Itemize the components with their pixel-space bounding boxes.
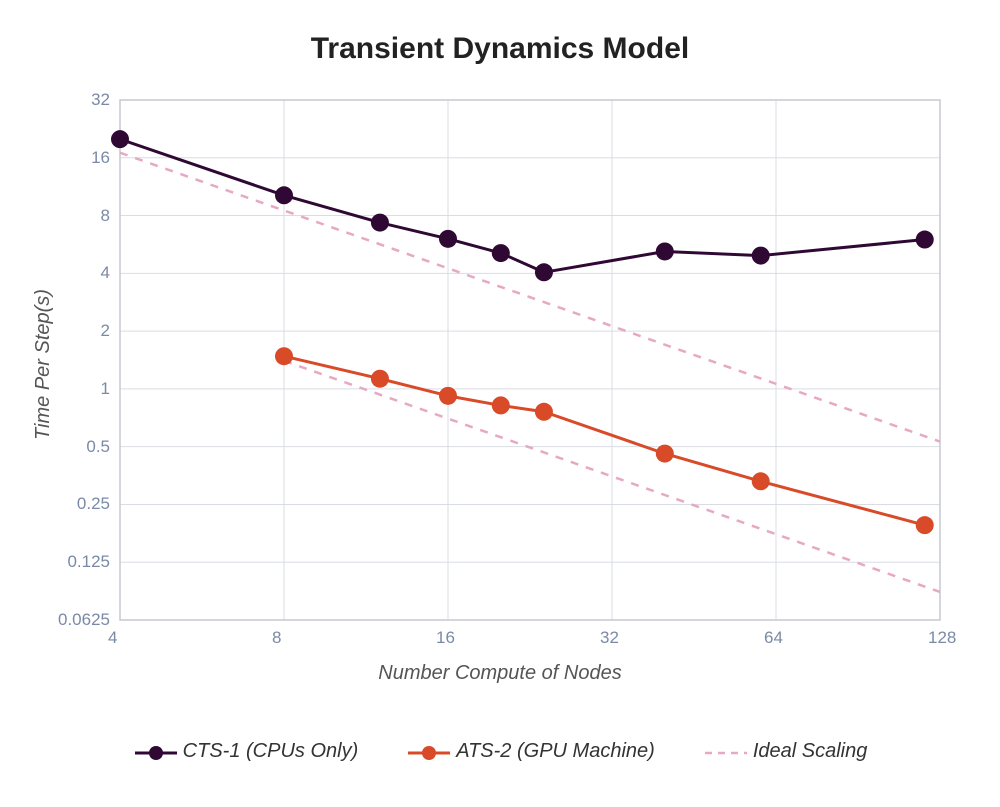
series-cts1-marker — [916, 231, 934, 249]
series-cts1-marker — [656, 242, 674, 260]
grid — [120, 100, 940, 620]
x-tick-label: 4 — [108, 628, 117, 648]
legend-swatch-icon — [703, 742, 747, 762]
legend-item-ideal: Ideal Scaling — [703, 740, 868, 763]
series-ats2-marker — [916, 516, 934, 534]
y-tick-label: 1 — [101, 379, 110, 399]
series-cts1-marker — [371, 214, 389, 232]
y-tick-label: 8 — [101, 206, 110, 226]
series-ats2-marker — [492, 396, 510, 414]
x-tick-label: 16 — [436, 628, 455, 648]
legend-label: CTS-1 (CPUs Only) — [183, 740, 359, 763]
plot-area — [0, 0, 1000, 630]
legend-swatch-icon — [406, 742, 450, 762]
y-tick-label: 2 — [101, 321, 110, 341]
series-ats2-marker — [656, 445, 674, 463]
legend-swatch-icon — [133, 742, 177, 762]
x-tick-label: 64 — [764, 628, 783, 648]
y-tick-label: 16 — [91, 148, 110, 168]
series-ats2-marker — [439, 387, 457, 405]
legend-label: ATS-2 (GPU Machine) — [456, 740, 655, 763]
legend-item-ats2: ATS-2 (GPU Machine) — [406, 740, 655, 763]
y-tick-label: 0.0625 — [58, 610, 110, 630]
series-cts1-marker — [752, 247, 770, 265]
series-ats2-marker — [752, 472, 770, 490]
x-tick-label: 8 — [272, 628, 281, 648]
series-cts1-marker — [439, 230, 457, 248]
series-cts1-marker — [492, 244, 510, 262]
scaling-chart: Transient Dynamics Model Time Per Step(s… — [0, 0, 1000, 807]
y-tick-label: 0.5 — [86, 437, 110, 457]
y-axis-label: Time Per Step(s) — [32, 289, 55, 440]
x-tick-label: 32 — [600, 628, 619, 648]
y-tick-label: 0.125 — [67, 552, 110, 572]
y-tick-label: 4 — [101, 263, 110, 283]
y-tick-label: 32 — [91, 90, 110, 110]
ideal-scaling-line — [120, 153, 940, 442]
series-cts1-line — [120, 139, 925, 272]
x-axis-label: Number Compute of Nodes — [0, 662, 1000, 685]
series-cts1-marker — [111, 130, 129, 148]
legend-label: Ideal Scaling — [753, 740, 868, 763]
series-ats2-marker — [371, 370, 389, 388]
legend: CTS-1 (CPUs Only) ATS-2 (GPU Machine) Idea… — [0, 740, 1000, 763]
legend-item-cts1: CTS-1 (CPUs Only) — [133, 740, 359, 763]
series-ats2-marker — [275, 347, 293, 365]
series-cts1-marker — [275, 186, 293, 204]
series-cts1-marker — [535, 263, 553, 281]
x-tick-label: 128 — [928, 628, 956, 648]
series-ats2-marker — [535, 403, 553, 421]
y-tick-label: 0.25 — [77, 494, 110, 514]
